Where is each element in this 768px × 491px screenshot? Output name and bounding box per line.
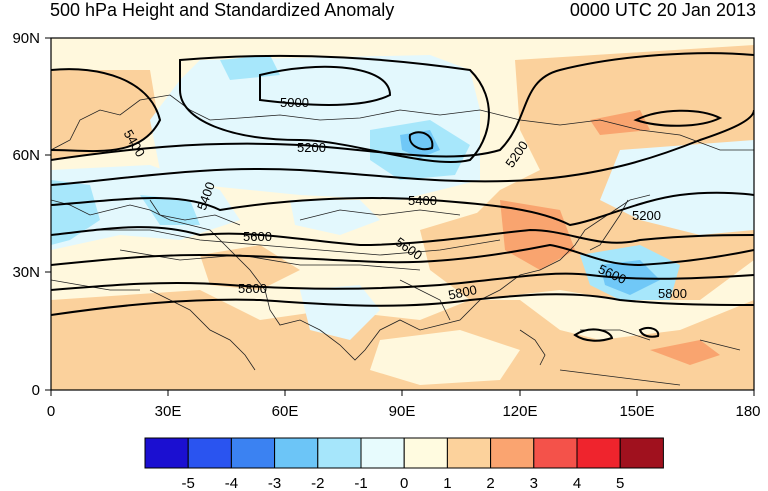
colorbar-swatch (144, 437, 189, 469)
lon-tick-labels: 0 30E 60E 90E 120E 150E 180 (47, 403, 761, 420)
lon-label: 0 (47, 403, 55, 420)
height-contours (51, 52, 754, 342)
colorbar-swatch (446, 437, 492, 469)
lon-label: 30E (155, 403, 182, 420)
contour-label: 5600 (243, 229, 272, 244)
contour-label: 5800 (447, 282, 478, 303)
map-title: 500 hPa Height and Standardized Anomaly (50, 0, 395, 20)
colorbar-label: -3 (268, 475, 281, 491)
colorbar-swatch (619, 437, 664, 469)
lon-label: 90E (389, 403, 416, 420)
colorbar-swatch (230, 437, 276, 469)
coastlines (51, 94, 754, 386)
colorbar (144, 437, 664, 469)
lon-label: 120E (502, 403, 537, 420)
lon-label: 60E (272, 403, 299, 420)
colorbar-label: -5 (182, 475, 195, 491)
lon-label: 150E (619, 403, 654, 420)
lat-tick-labels: 90N 60N 30N 0 (12, 30, 40, 399)
contour-label: 5800 (658, 286, 687, 301)
colorbar-swatch (317, 437, 362, 469)
colorbar-swatch (533, 437, 578, 469)
axis-ticks (45, 37, 755, 396)
colorbar-label: -1 (354, 475, 367, 491)
lat-label: 60N (12, 147, 40, 164)
colorbar-label: 5 (616, 475, 624, 491)
colorbar-label: 3 (530, 475, 538, 491)
colorbar-label: -2 (311, 475, 324, 491)
lat-label: 90N (12, 30, 40, 47)
colorbar-swatch (187, 437, 232, 469)
lat-label: 30N (12, 264, 40, 281)
colorbar-label: 1 (443, 475, 451, 491)
lat-label: 0 (32, 382, 40, 399)
lon-label: 180 (735, 403, 760, 420)
contour-label: 5800 (238, 281, 267, 296)
colorbar-label: 4 (573, 475, 581, 491)
colorbar-label: 0 (400, 475, 408, 491)
colorbar-label: -4 (225, 475, 238, 491)
colorbar-swatch (490, 437, 535, 469)
colorbar-labels: -5 -4 -3 -2 -1 0 1 2 3 4 5 (182, 475, 625, 491)
colorbar-label: 2 (486, 475, 494, 491)
colorbar-swatch (360, 437, 405, 469)
contour-label: 5000 (280, 95, 309, 110)
colorbar-swatch (403, 437, 448, 469)
colorbar-swatch (274, 437, 319, 469)
contour-label: 5200 (297, 140, 326, 155)
map-timestamp: 0000 UTC 20 Jan 2013 (569, 0, 756, 20)
contour-label: 5200 (632, 208, 661, 223)
colorbar-swatch (576, 437, 621, 469)
contour-label: 5400 (408, 193, 437, 208)
